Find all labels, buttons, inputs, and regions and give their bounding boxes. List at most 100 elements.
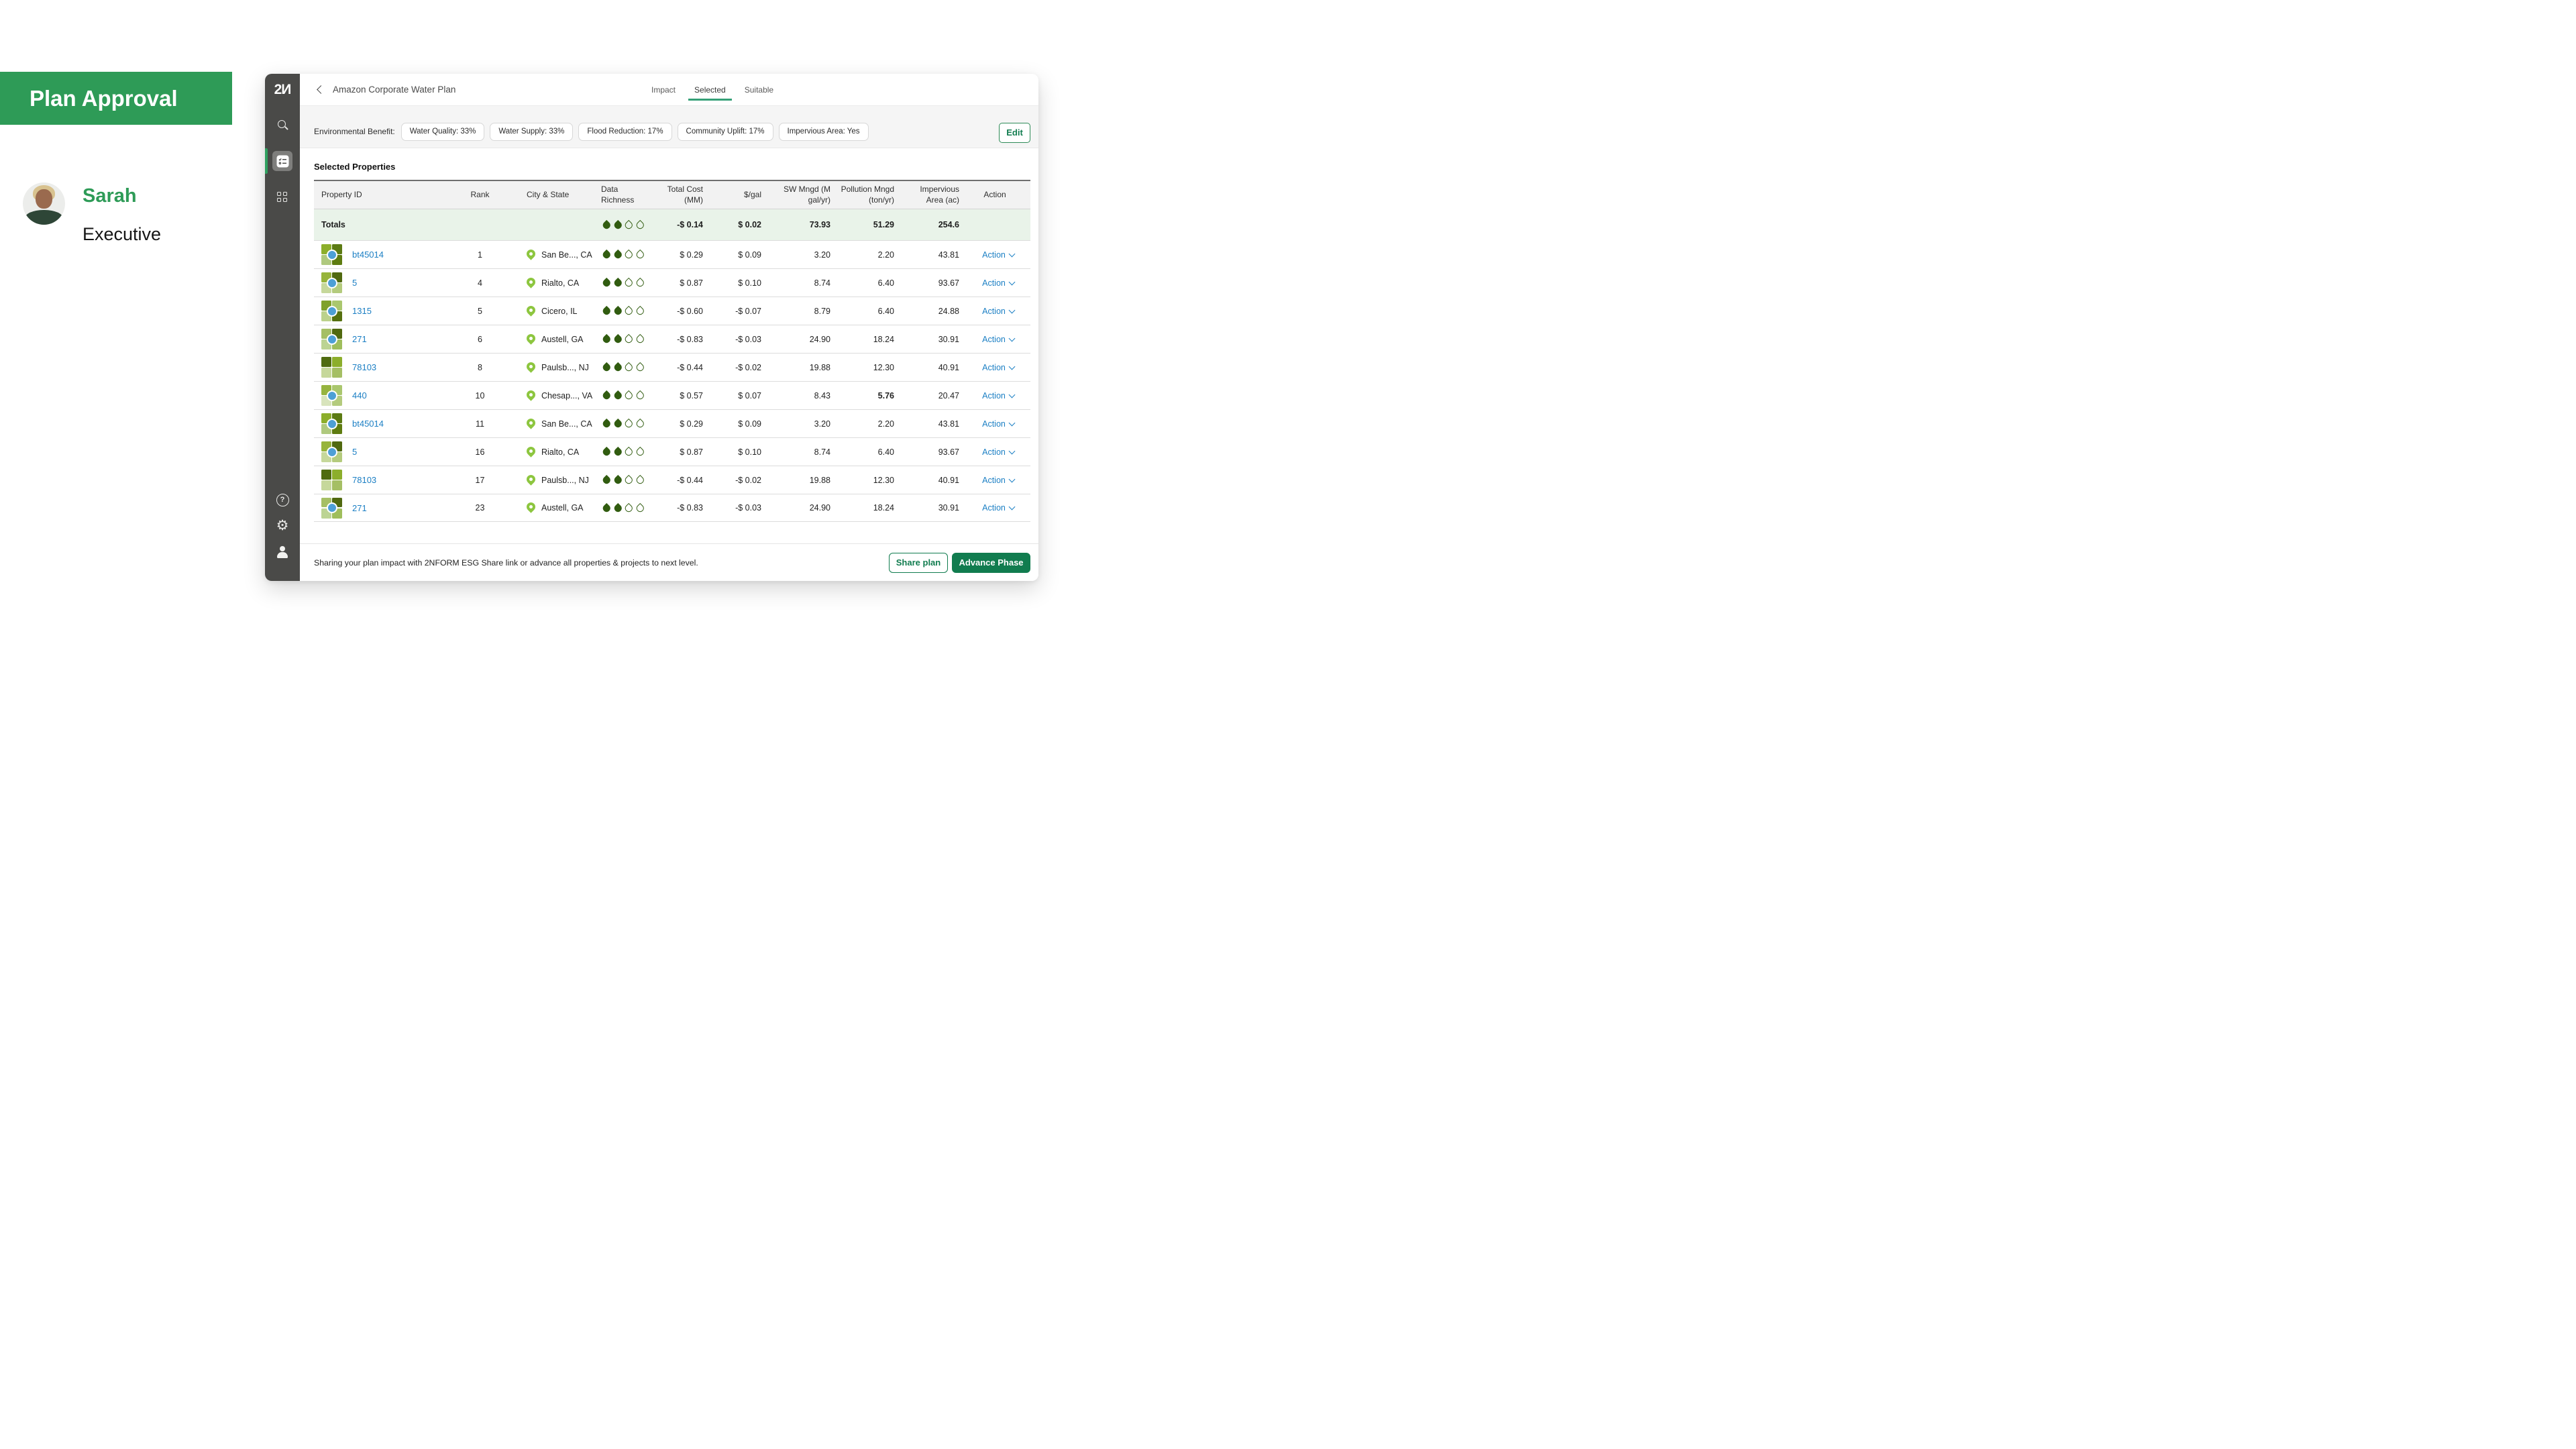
action-menu[interactable]: Action xyxy=(975,363,1014,372)
apps-grid-icon[interactable] xyxy=(265,192,300,203)
chevron-down-icon xyxy=(1008,447,1015,454)
property-id-link[interactable]: 440 xyxy=(352,390,367,400)
edit-button[interactable]: Edit xyxy=(999,123,1030,143)
advance-phase-button[interactable]: Advance Phase xyxy=(952,553,1030,573)
chip-community-uplift[interactable]: Community Uplift: 17% xyxy=(678,123,773,141)
action-menu[interactable]: Action xyxy=(975,447,1014,457)
property-id-link[interactable]: 78103 xyxy=(352,362,376,372)
table-row: 440 10 Chesap..., VA $ 0.57 $ 0.07 8.43 … xyxy=(314,381,1030,409)
richness-drop-icon xyxy=(624,503,634,513)
chip-water-quality[interactable]: Water Quality: 33% xyxy=(401,123,485,141)
totals-impervious-area: 254.6 xyxy=(894,220,959,229)
property-id-link[interactable]: 271 xyxy=(352,334,367,344)
property-thumbnail xyxy=(321,413,342,434)
rank-value: 6 xyxy=(451,335,508,344)
chevron-down-icon xyxy=(1008,335,1015,341)
sw-mngd: 3.20 xyxy=(761,250,830,260)
help-icon[interactable] xyxy=(265,494,300,506)
total-cost: -$ 0.44 xyxy=(653,363,703,372)
settings-gear-icon[interactable] xyxy=(265,519,300,533)
location-pin-icon xyxy=(525,473,537,485)
location-pin-icon xyxy=(525,276,537,288)
pollution-mngd: 18.24 xyxy=(830,503,894,513)
back-chevron-icon[interactable] xyxy=(317,85,325,94)
location-pin-icon xyxy=(525,445,537,457)
richness-drop-icon xyxy=(635,503,645,513)
property-id-link[interactable]: 271 xyxy=(352,503,367,513)
pollution-mngd: 12.30 xyxy=(830,476,894,485)
action-menu[interactable]: Action xyxy=(975,335,1014,344)
col-per-gal: $/gal xyxy=(703,190,761,201)
richness-drop-icon xyxy=(602,278,612,288)
sw-mngd: 8.79 xyxy=(761,307,830,316)
property-thumbnail xyxy=(321,272,342,293)
richness-drop-icon xyxy=(612,419,623,429)
pollution-mngd: 6.40 xyxy=(830,307,894,316)
location-pin-icon xyxy=(525,332,537,344)
rank-value: 23 xyxy=(451,503,508,513)
tab-suitable[interactable]: Suitable xyxy=(745,74,773,106)
totals-pollution-mngd: 51.29 xyxy=(830,220,894,229)
action-menu[interactable]: Action xyxy=(975,307,1014,316)
chip-water-supply[interactable]: Water Supply: 33% xyxy=(490,123,573,141)
richness-drop-icon xyxy=(624,250,634,260)
table-row: bt45014 1 San Be..., CA $ 0.29 $ 0.09 3.… xyxy=(314,240,1030,268)
total-cost: -$ 0.83 xyxy=(653,335,703,344)
property-thumbnail xyxy=(321,329,342,350)
property-id-link[interactable]: bt45014 xyxy=(352,250,384,260)
tab-impact[interactable]: Impact xyxy=(651,74,676,106)
richness-drop-icon xyxy=(612,306,623,316)
chevron-down-icon xyxy=(1008,476,1015,482)
data-richness xyxy=(596,307,653,315)
sidebar-item-plan-checklist-icon[interactable] xyxy=(272,151,292,171)
table-row: 5 4 Rialto, CA $ 0.87 $ 0.10 8.74 6.40 9… xyxy=(314,268,1030,297)
property-id-link[interactable]: 5 xyxy=(352,278,357,288)
per-gal: -$ 0.02 xyxy=(703,363,761,372)
property-id-link[interactable]: 78103 xyxy=(352,475,376,485)
chip-impervious-area[interactable]: Impervious Area: Yes xyxy=(779,123,869,141)
plan-checklist-icon xyxy=(276,155,289,168)
table-row: 271 6 Austell, GA -$ 0.83 -$ 0.03 24.90 … xyxy=(314,325,1030,353)
map-marker-dot xyxy=(327,390,337,401)
rank-value: 5 xyxy=(451,307,508,316)
data-richness xyxy=(596,448,653,455)
tab-selected[interactable]: Selected xyxy=(694,74,726,106)
richness-drop-icon xyxy=(635,250,645,260)
property-thumbnail xyxy=(321,385,342,406)
action-menu[interactable]: Action xyxy=(975,278,1014,288)
property-id-link[interactable]: 5 xyxy=(352,447,357,457)
avatar xyxy=(23,182,65,225)
per-gal: $ 0.10 xyxy=(703,447,761,457)
pollution-mngd: 2.20 xyxy=(830,419,894,429)
location-pin-icon xyxy=(525,388,537,400)
search-icon[interactable] xyxy=(265,119,300,131)
map-marker-dot xyxy=(327,502,337,513)
sw-mngd: 8.43 xyxy=(761,391,830,400)
action-menu[interactable]: Action xyxy=(975,250,1014,260)
data-richness xyxy=(596,251,653,258)
rank-value: 4 xyxy=(451,278,508,288)
action-menu[interactable]: Action xyxy=(975,419,1014,429)
chevron-down-icon xyxy=(1008,504,1015,511)
property-id-link[interactable]: 1315 xyxy=(352,306,372,316)
city-state: San Be..., CA xyxy=(541,250,592,260)
richness-drop-icon xyxy=(612,390,623,400)
action-menu[interactable]: Action xyxy=(975,391,1014,400)
page: Plan Approval Sarah Executive 2И xyxy=(0,0,1288,724)
impervious-area: 93.67 xyxy=(894,447,959,457)
chip-flood-reduction[interactable]: Flood Reduction: 17% xyxy=(578,123,672,141)
richness-drop-icon xyxy=(635,306,645,316)
pollution-mngd: 12.30 xyxy=(830,363,894,372)
share-plan-button[interactable]: Share plan xyxy=(889,553,948,573)
per-gal: -$ 0.07 xyxy=(703,307,761,316)
table-row: 78103 8 Paulsb..., NJ -$ 0.44 -$ 0.02 19… xyxy=(314,353,1030,381)
richness-drop-icon xyxy=(612,447,623,457)
richness-drop-icon xyxy=(635,475,645,485)
action-menu[interactable]: Action xyxy=(975,503,1014,513)
property-id-link[interactable]: bt45014 xyxy=(352,419,384,429)
action-menu[interactable]: Action xyxy=(975,476,1014,485)
app-header: Amazon Corporate Water Plan Impact Selec… xyxy=(300,74,1038,106)
chevron-down-icon xyxy=(1008,363,1015,370)
per-gal: $ 0.09 xyxy=(703,250,761,260)
user-icon[interactable] xyxy=(265,546,300,558)
